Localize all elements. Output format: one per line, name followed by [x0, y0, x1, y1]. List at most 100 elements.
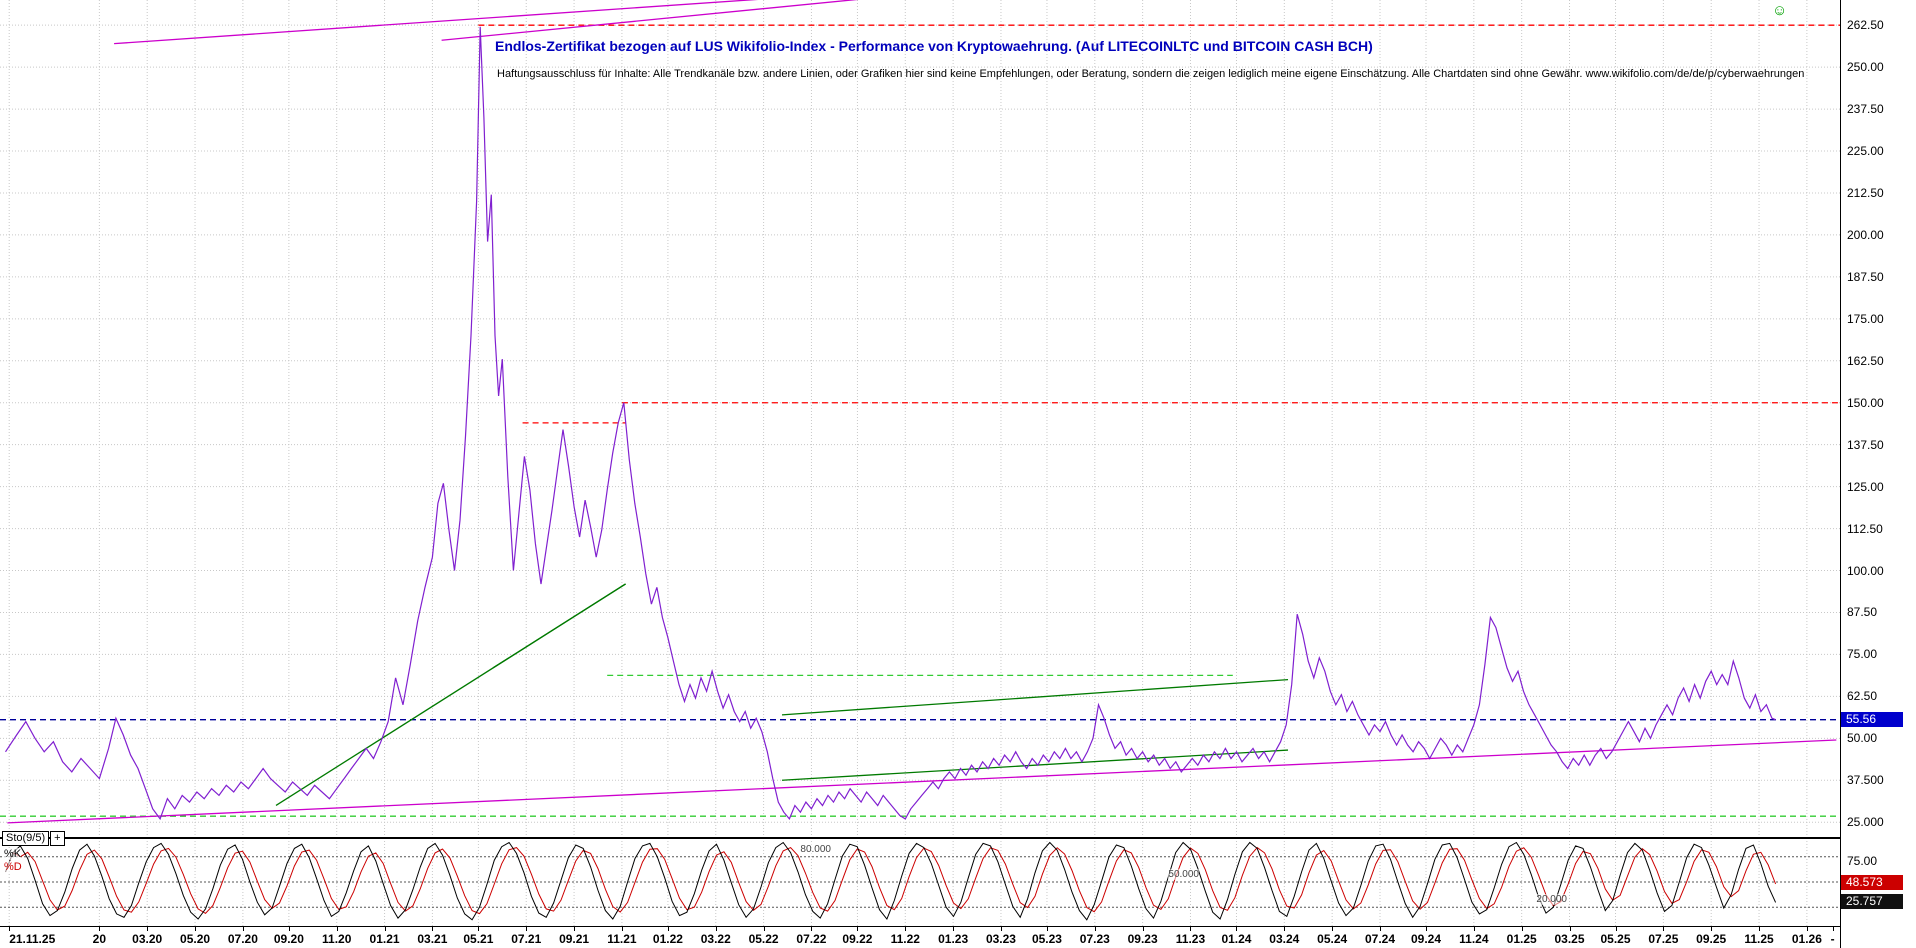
- stochastic-panel[interactable]: Sto(9/5) + %K %D 80.000 50.000 20.000: [0, 831, 1840, 926]
- price-axis-label: 212.50: [1847, 185, 1884, 200]
- tick-mark: [1759, 927, 1761, 931]
- price-axis-label: 50.00: [1847, 731, 1878, 746]
- tick-mark: [1663, 927, 1665, 931]
- axis-corner: [1840, 926, 1916, 948]
- stoch-level-label: 80.000: [800, 843, 831, 855]
- tick-mark: [1094, 927, 1096, 931]
- tick-mark: [715, 927, 717, 931]
- time-axis-label: 11.22: [890, 932, 920, 946]
- time-axis-label: 05.23: [1031, 932, 1062, 946]
- time-axis-label: 11.25: [1744, 932, 1774, 946]
- price-axis-label: 175.00: [1847, 311, 1884, 326]
- time-axis-label: 09.21: [559, 932, 590, 946]
- time-axis-label: 07.21: [511, 932, 542, 946]
- time-axis-label: 09.20: [273, 932, 304, 946]
- k-value-box: 25.757: [1841, 894, 1903, 910]
- current-price-box: 55.56: [1841, 711, 1903, 727]
- time-axis-label: 07.25: [1648, 932, 1679, 946]
- tick-mark: [905, 927, 907, 931]
- time-axis-label: 01.26: [1791, 932, 1822, 946]
- price-axis: 55.56 262.50 250.00 237.50 225.00 212.50 200.…: [1840, 0, 1916, 838]
- tick-mark: [1832, 927, 1834, 931]
- tick-mark: [811, 927, 813, 931]
- time-axis-label: 05.24: [1317, 932, 1348, 946]
- time-axis-label: 11.21: [607, 932, 637, 946]
- time-axis-label: 07.20: [227, 932, 258, 946]
- tick-mark: [1190, 927, 1192, 931]
- time-axis-label: 09.24: [1410, 932, 1442, 946]
- add-indicator-button[interactable]: +: [50, 831, 65, 846]
- time-axis-label: 01.25: [1506, 932, 1537, 946]
- d-value-box: 48.573: [1841, 875, 1903, 891]
- price-axis-label: 187.50: [1847, 269, 1884, 284]
- tick-mark: [9, 927, 11, 931]
- time-axis-label: 03.24: [1269, 932, 1300, 946]
- tick-mark: [336, 927, 338, 931]
- tick-mark: [1046, 927, 1048, 931]
- tick-mark: [953, 927, 955, 931]
- time-axis-label: 05.21: [463, 932, 494, 946]
- tick-mark: [1332, 927, 1334, 931]
- stochastic-svg[interactable]: [0, 838, 1840, 926]
- tick-mark: [432, 927, 434, 931]
- chart-disclaimer: Haftungsausschluss für Inhalte: Alle Tre…: [497, 68, 1805, 80]
- price-axis-label: 100.00: [1847, 563, 1884, 578]
- tick-mark: [1142, 927, 1144, 931]
- time-axis-label: 01.23: [938, 932, 969, 946]
- time-axis-label: 05.22: [748, 932, 779, 946]
- tick-mark: [1000, 927, 1002, 931]
- price-axis-label: 37.500: [1847, 773, 1884, 788]
- indicator-axis: 75.00 48.573 25.757: [1840, 838, 1916, 926]
- tick-mark: [1236, 927, 1238, 931]
- tick-mark: [288, 927, 290, 931]
- time-axis-label: 03.25: [1554, 932, 1585, 946]
- time-axis-label: 03.20: [132, 932, 163, 946]
- time-axis-label: 20: [92, 932, 107, 946]
- price-chart-svg[interactable]: [0, 0, 1840, 837]
- price-axis-label: 162.50: [1847, 353, 1884, 368]
- time-axis-label: 03.22: [700, 932, 731, 946]
- price-axis-label: 75.00: [1847, 647, 1878, 662]
- price-axis-label: 150.00: [1847, 395, 1884, 410]
- time-axis-label: 09.23: [1127, 932, 1158, 946]
- tick-mark: [667, 927, 669, 931]
- price-axis-label: 237.50: [1847, 102, 1884, 117]
- tick-mark: [384, 927, 386, 931]
- tick-mark: [1521, 927, 1523, 931]
- chart-title: Endlos-Zertifikat bezogen auf LUS Wikifo…: [495, 38, 1373, 54]
- price-axis-label: 125.00: [1847, 479, 1884, 494]
- time-axis-label: 09.25: [1696, 932, 1727, 946]
- tick-mark: [1473, 927, 1475, 931]
- time-axis-label: 01.24: [1221, 932, 1252, 946]
- stoch-level-label: 50.000: [1168, 869, 1199, 880]
- time-axis-label: 05.25: [1600, 932, 1631, 946]
- time-axis-label: 21.11.25: [9, 932, 56, 946]
- tick-mark: [147, 927, 149, 931]
- tick-mark: [242, 927, 244, 931]
- time-axis-label: 07.23: [1079, 932, 1110, 946]
- time-axis-label: 01.21: [369, 932, 400, 946]
- time-axis-label: 07.22: [796, 932, 827, 946]
- price-axis-label: 200.00: [1847, 227, 1884, 242]
- tick-mark: [1806, 927, 1808, 931]
- stoch-level-label: 20.000: [1536, 894, 1567, 906]
- price-chart-panel[interactable]: Endlos-Zertifikat bezogen auf LUS Wikifo…: [0, 0, 1840, 838]
- price-axis-label: 87.50: [1847, 605, 1878, 620]
- price-axis-label: 250.00: [1847, 60, 1884, 75]
- time-axis-label: 11.23: [1175, 932, 1206, 946]
- time-axis-label: 09.22: [842, 932, 873, 946]
- time-axis-label: 01.22: [652, 932, 683, 946]
- indicator-right-label: 75.00: [1847, 854, 1878, 868]
- smiley-icon: ☺: [1772, 2, 1788, 19]
- indicator-name-button[interactable]: Sto(9/5): [2, 831, 50, 846]
- price-axis-label: 112.50: [1847, 521, 1883, 536]
- time-axis-label: 07.24: [1364, 932, 1396, 946]
- tick-mark: [857, 927, 859, 931]
- time-axis-label: 03.21: [417, 932, 448, 946]
- tick-mark: [1284, 927, 1286, 931]
- time-axis-label: 11.20: [322, 932, 352, 946]
- tick-mark: [478, 927, 480, 931]
- price-axis-label: 62.50: [1847, 689, 1878, 704]
- price-axis-label: 25.000: [1847, 815, 1884, 830]
